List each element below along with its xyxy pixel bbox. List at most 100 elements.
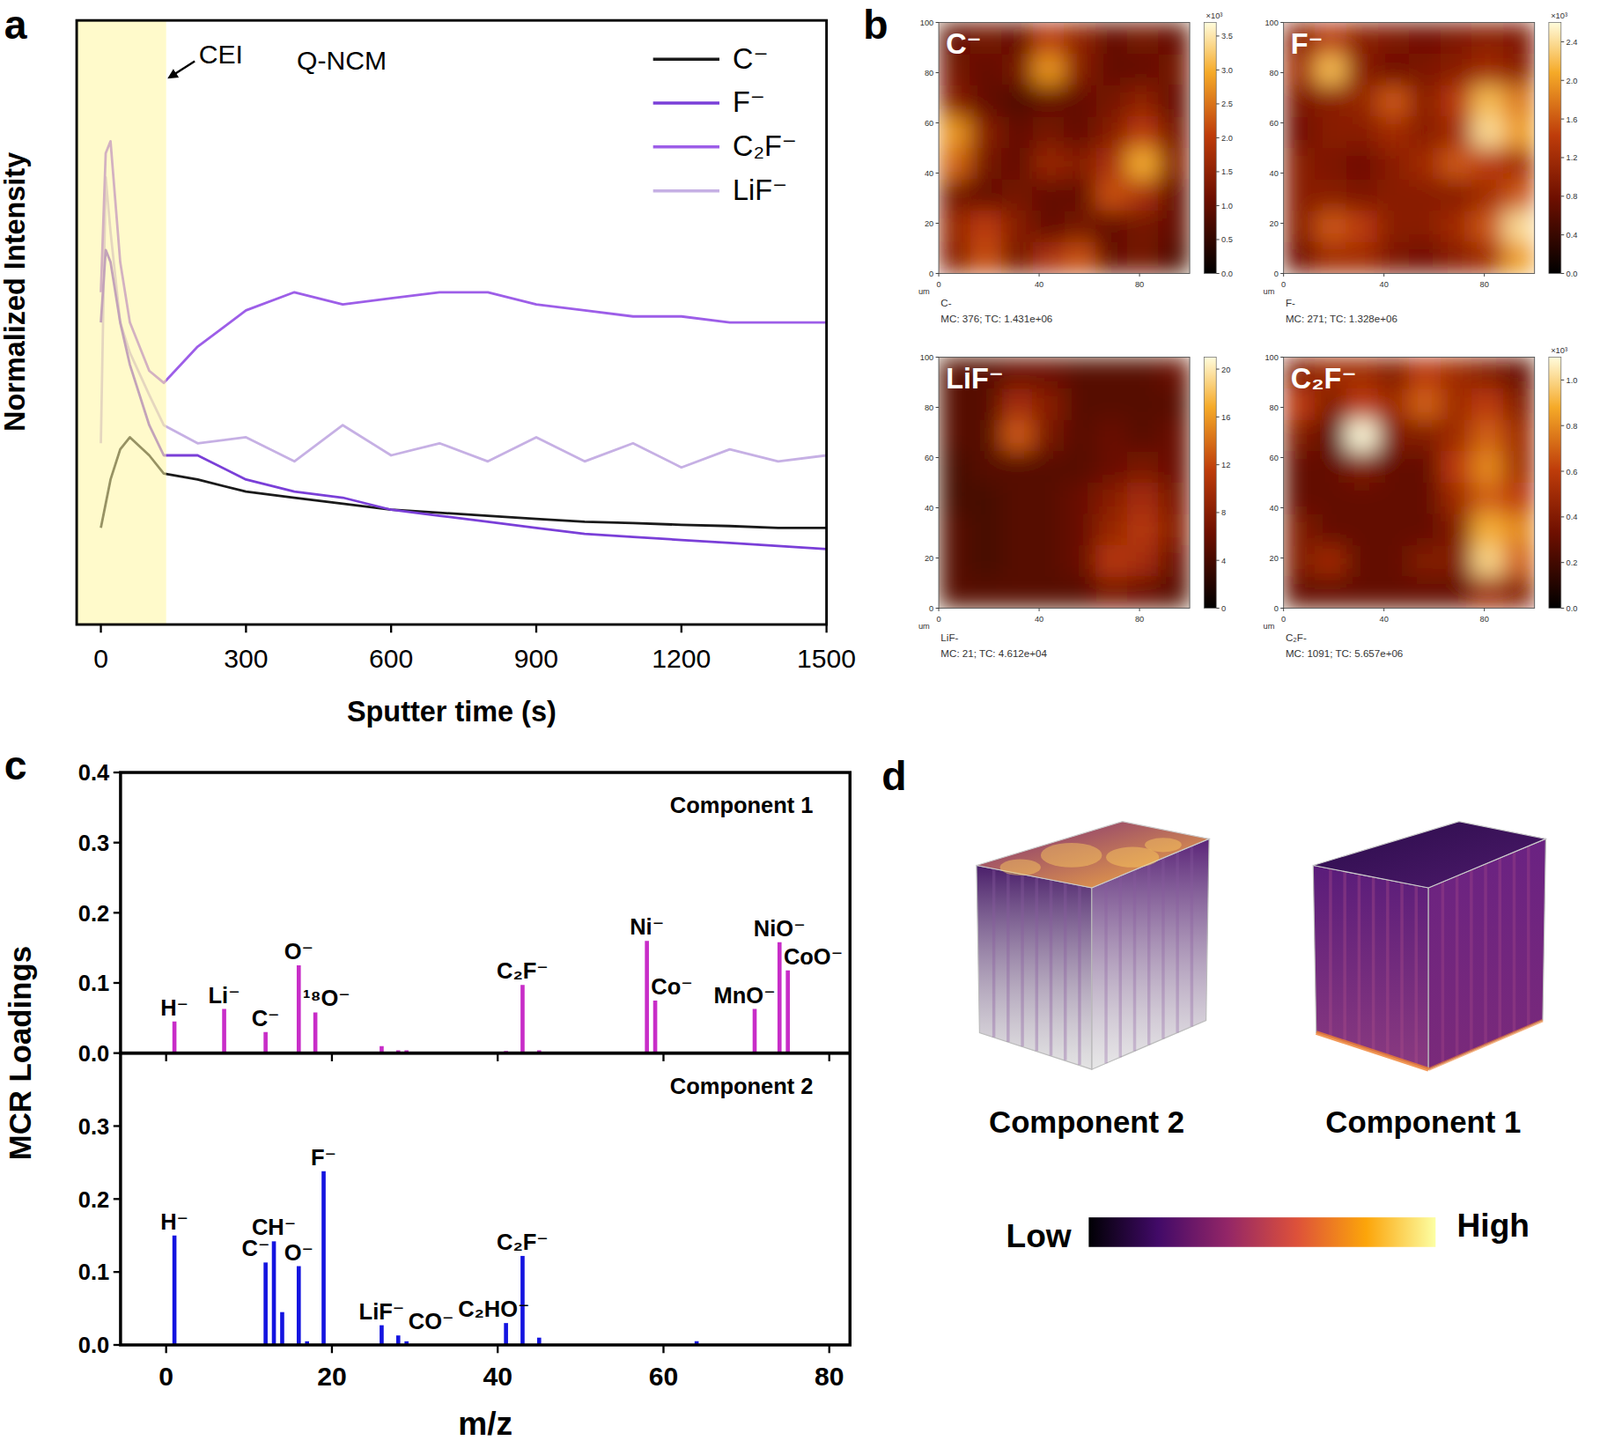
heat-cell [1471,242,1504,274]
map-area [938,356,1190,608]
x-tick-label: 80 [814,1361,845,1391]
y-tick [936,172,939,174]
map-footer: MC: 21; TC: 4.612e+04 [940,648,1048,659]
y-tick-label: 100 [920,18,934,28]
y-tick [113,1270,121,1273]
cube-texture [1386,879,1389,1056]
peak-label: CO⁻ [408,1308,455,1334]
cube-texture [1161,856,1165,1039]
heat-cell [1471,388,1504,421]
heat-cell [1064,514,1097,546]
plot-area [76,20,827,625]
heat-cell [1378,576,1410,609]
heat-cell [1503,482,1535,515]
y-tick-label: 0.2 [78,1187,110,1212]
colorbar-tick-label: 0.6 [1566,467,1578,477]
x-tick [1039,272,1040,276]
map-area [938,22,1190,273]
heat-cell [1064,420,1097,452]
heat-cell [1408,210,1441,243]
heat-cell [1378,210,1410,243]
heat-cell [1503,179,1535,212]
x-tick-label: 40 [1034,614,1044,624]
colorbar-tick-label: 0.5 [1221,235,1233,244]
colorbar [1203,22,1217,273]
heat-cell [1064,85,1097,118]
peak-bar [644,940,649,1053]
heat-cell [1032,242,1065,274]
cube-texture [1469,869,1473,1051]
heat-cell [1157,85,1190,118]
heat-cell [938,116,971,148]
heat-cell [1032,210,1065,243]
x-tick-label: 40 [1379,280,1389,289]
heat-cell [1032,514,1065,546]
heat-cell [1440,545,1473,577]
colorbar-exponent: ×10³ [1206,11,1224,21]
colorbar-tick-label: 3.0 [1221,66,1233,75]
heat-cell [1127,53,1159,86]
heat-cell [1346,53,1379,86]
y-tick-label: 20 [924,553,934,563]
cube-texture [1483,862,1487,1045]
heat-cell [1001,147,1033,180]
heat-cell [970,576,1003,609]
heat-cell [1408,53,1441,86]
spectrum-panel: cH⁻Li⁻C⁻O⁻¹⁸O⁻C₂F⁻Ni⁻Co⁻MnO⁻NiO⁻CoO⁻0.00… [3,742,850,1160]
colorbar-tick-label: 1.5 [1221,167,1233,177]
heat-cell [970,420,1003,452]
cube-face [1312,821,1546,888]
heat-cell [1283,242,1316,274]
heat-cell [1032,420,1065,452]
heat-cell [1032,545,1065,577]
heat-cell [1314,242,1347,274]
heat-cell [938,85,971,118]
heat-cell [1127,116,1159,148]
x-tick-label: 80 [1480,280,1490,289]
heat-cell [1283,210,1316,243]
peak-labels: H⁻C⁻CH⁻O⁻F⁻LiF⁻CO⁻C₂HO⁻C₂F⁻ [160,1144,549,1334]
heat-cell [1283,85,1316,118]
heat-cell [1440,210,1473,243]
cube-texture [1498,856,1502,1039]
y-tick [936,406,939,408]
heat-cell [1127,179,1159,212]
heat-cell [1032,482,1065,515]
heat-cell [1127,514,1159,546]
heat-cell [970,147,1003,180]
heat-cell [1127,147,1159,180]
heat-cell [1378,22,1410,54]
heat-cell [1283,420,1316,452]
peak-label: O⁻ [284,938,314,964]
heat-cell [1001,545,1033,577]
colorbar-tick [1216,464,1219,465]
axis-unit: um [918,621,930,631]
heat-cell [1503,242,1535,274]
cube-texture [1455,875,1459,1057]
heat-cell [1095,210,1128,243]
heat-cell [1064,388,1097,421]
heat-cell [1064,576,1097,609]
heat-cell [1440,147,1473,180]
map-frame [1283,356,1535,608]
map-title: LiF⁻ [945,362,1004,395]
heat-cell [1408,147,1441,180]
heat-cell [1346,85,1379,118]
colorbar-tick-label: 8 [1221,508,1226,517]
legend-label: C⁻ [732,43,769,75]
axis-unit: um [1262,621,1275,631]
heat-cell [1001,179,1033,212]
x-tick [331,1344,333,1353]
y-tick-label: 0.0 [78,1332,110,1357]
colorbar-tick-label: 0.8 [1566,191,1578,201]
panel-d: dComponent 2Component 1LowHigh [881,752,1546,1254]
peak-bar [263,1032,268,1054]
heat-cell [1440,116,1473,148]
colorbar-tick-label: 0.4 [1566,512,1578,522]
colorbar-exponent: ×10³ [1550,11,1568,21]
map-cells [938,22,1190,273]
heat-cell [1032,22,1065,54]
heat-cell [1440,85,1473,118]
peak-label: Ni⁻ [629,914,664,939]
heat-cell [1032,388,1065,421]
